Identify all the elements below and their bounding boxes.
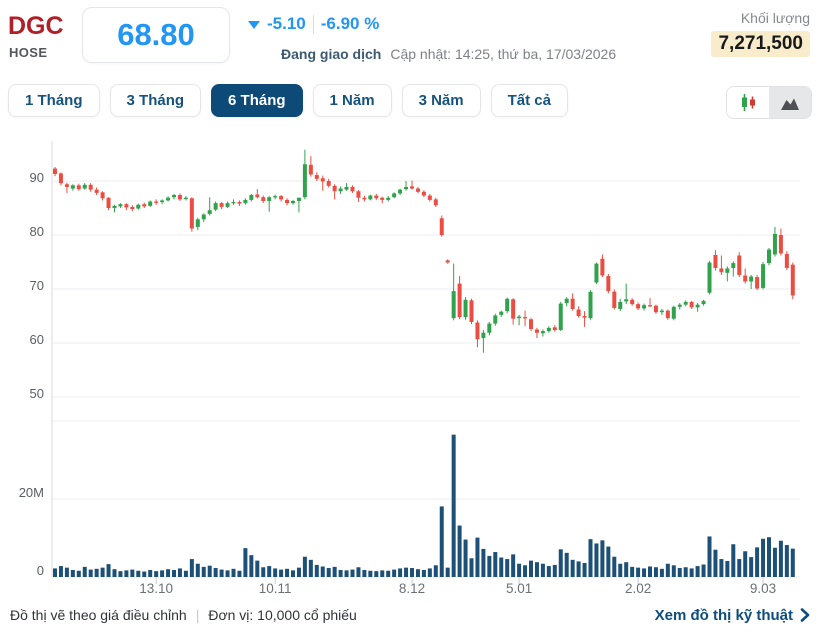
svg-text:0: 0 (37, 563, 44, 578)
area-view-button[interactable] (769, 87, 811, 118)
price-change-percent: -6.90 % (320, 14, 380, 33)
volume-label: Khối lượng (740, 10, 810, 26)
stock-chart[interactable]: 90 80 70 60 50 20M 0 13.10 10.11 8.12 5.01 2.02 9.03 (0, 135, 820, 605)
svg-text:50: 50 (30, 386, 44, 401)
technical-chart-link-label: Xem đồ thị kỹ thuật (654, 606, 793, 624)
svg-text:20M: 20M (19, 485, 44, 500)
svg-text:2.02: 2.02 (625, 581, 651, 596)
footer-notes: Đồ thị vẽ theo giá điều chỉnh | Đơn vị: … (10, 607, 357, 623)
price-change-row: -5.10 -6.90 % (248, 14, 379, 34)
chevron-right-icon (800, 608, 810, 622)
footer-separator: | (195, 607, 200, 623)
candlestick-view-button[interactable] (727, 87, 769, 118)
svg-text:80: 80 (30, 224, 44, 239)
volume-value: 7,271,500 (711, 31, 810, 57)
status-row: Đang giao dịch Cập nhật: 14:25, thứ ba, … (281, 46, 616, 62)
area-chart-icon (781, 98, 799, 110)
adjusted-price-note: Đồ thị vẽ theo giá điều chỉnh (10, 607, 187, 623)
current-price: 68.80 (82, 7, 230, 63)
exchange-label: HOSE (9, 45, 48, 60)
range-button-all[interactable]: Tất cả (490, 84, 568, 117)
svg-text:60: 60 (30, 332, 44, 347)
change-divider (312, 14, 314, 34)
chart-footer: Đồ thị vẽ theo giá điều chỉnh | Đơn vị: … (0, 598, 820, 632)
range-button-1m[interactable]: 1 Tháng (8, 84, 100, 117)
range-button-3y[interactable]: 3 Năm (401, 84, 481, 117)
range-button-1y[interactable]: 1 Năm (312, 84, 392, 117)
svg-text:8.12: 8.12 (399, 581, 425, 596)
range-button-3m[interactable]: 3 Tháng (109, 84, 202, 117)
svg-text:90: 90 (30, 170, 44, 185)
volume-unit-note: Đơn vị: 10,000 cổ phiếu (208, 607, 357, 623)
candlestick-icon (741, 94, 755, 111)
last-updated: Cập nhật: 14:25, thứ ba, 17/03/2026 (390, 46, 617, 62)
svg-text:70: 70 (30, 278, 44, 293)
technical-chart-link[interactable]: Xem đồ thị kỹ thuật (655, 607, 810, 624)
range-selector: 1 Tháng 3 Tháng 6 Tháng 1 Năm 3 Năm Tất … (8, 84, 568, 117)
chart-view-toggle (726, 86, 812, 119)
price-change: -5.10 (267, 14, 306, 33)
trading-status: Đang giao dịch (281, 46, 382, 62)
svg-text:13.10: 13.10 (139, 581, 173, 596)
ticker-symbol: DGC (8, 12, 64, 40)
range-button-6m[interactable]: 6 Tháng (211, 84, 303, 117)
svg-text:5.01: 5.01 (506, 581, 532, 596)
svg-text:9.03: 9.03 (750, 581, 776, 596)
svg-text:10.11: 10.11 (259, 581, 292, 596)
down-triangle-icon (248, 21, 260, 29)
